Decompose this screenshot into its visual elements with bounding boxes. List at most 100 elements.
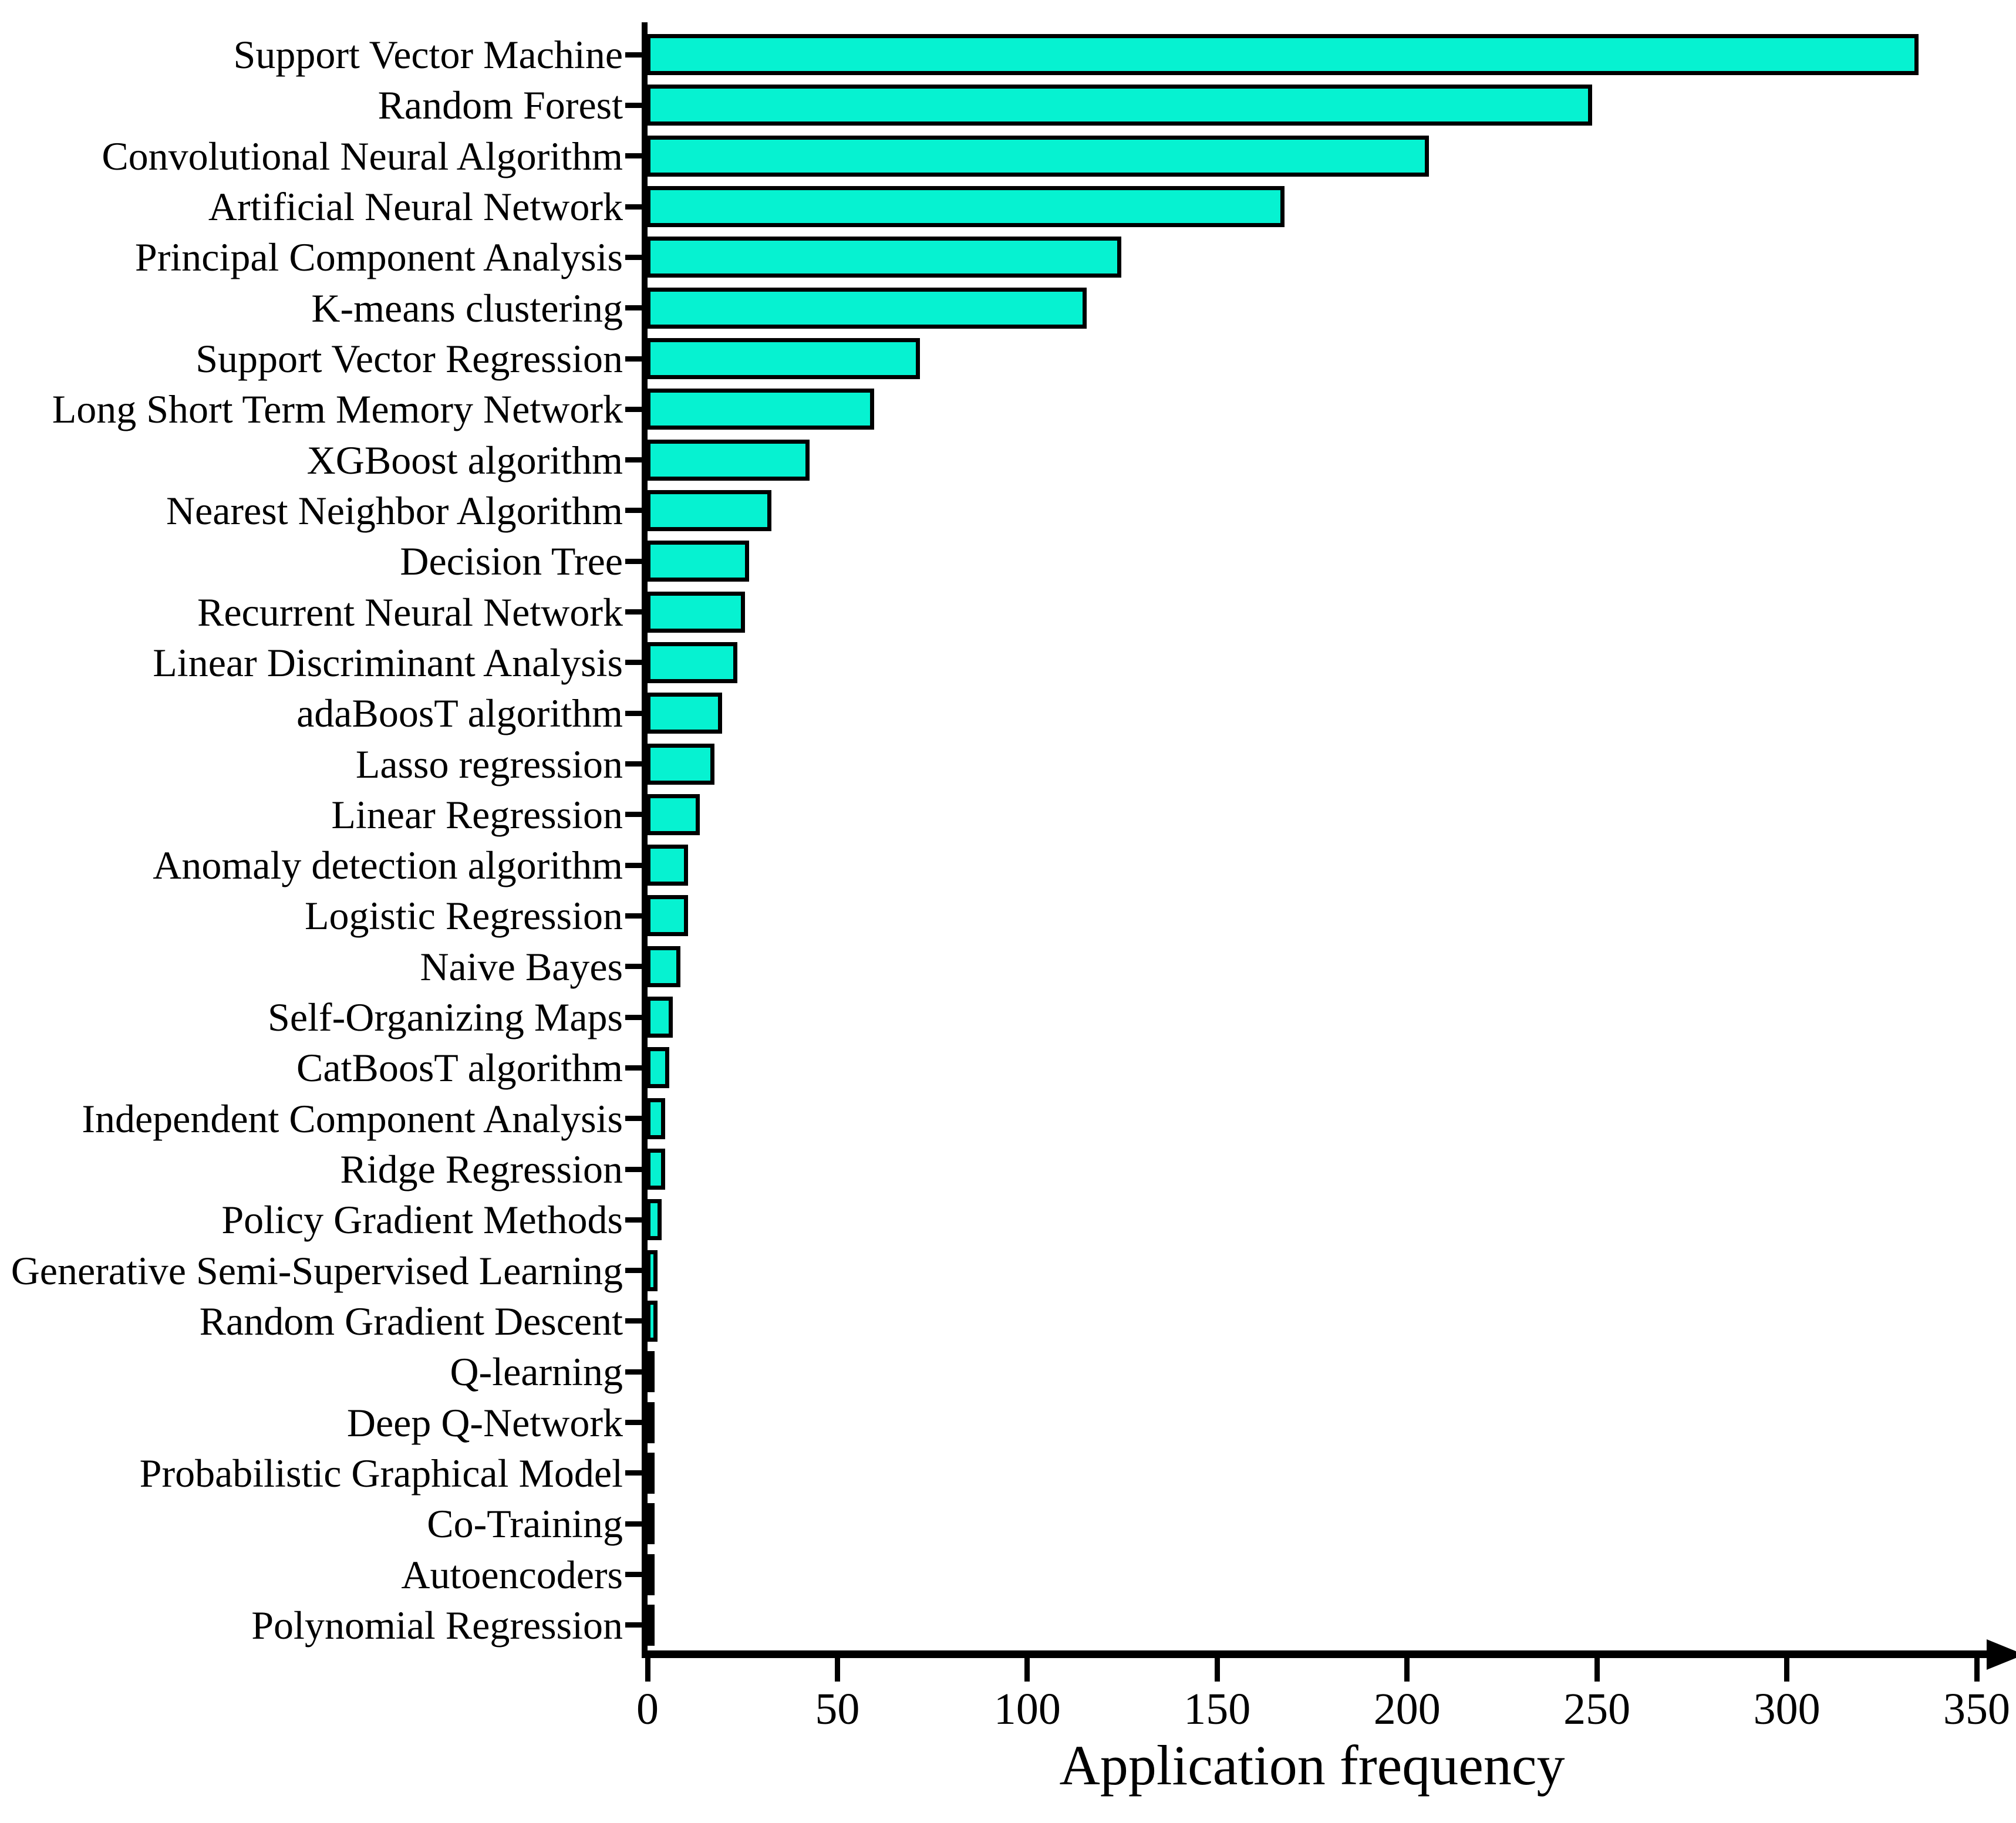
y-axis-tick: [625, 1521, 643, 1527]
y-axis-line: [642, 22, 648, 1657]
bar: [646, 1351, 655, 1393]
bar: [646, 591, 746, 633]
bar: [646, 794, 700, 835]
x-tick-label: 100: [993, 1684, 1061, 1734]
category-label: Probabilistic Graphical Model: [139, 1450, 623, 1495]
category-label: Ridge Regression: [340, 1147, 623, 1192]
y-axis-tick: [625, 1166, 643, 1172]
y-axis-tick: [625, 558, 643, 564]
bar: [646, 338, 920, 380]
bar: [646, 389, 875, 430]
y-axis-tick: [625, 406, 643, 412]
x-tick-label: 250: [1563, 1684, 1631, 1734]
bar: [646, 287, 1087, 329]
bar: [646, 743, 715, 785]
bar: [646, 1402, 655, 1443]
bar: [646, 1604, 655, 1646]
x-axis-tick: [1024, 1658, 1030, 1682]
y-axis-tick: [625, 710, 643, 716]
category-label: Nearest Neighbor Algorithm: [166, 488, 623, 533]
category-label: Lasso regression: [355, 741, 623, 786]
y-axis-tick: [625, 1318, 643, 1324]
category-label: Linear Discriminant Analysis: [153, 640, 623, 685]
y-axis-tick: [625, 812, 643, 818]
y-axis-tick: [625, 1622, 643, 1628]
x-axis-tick: [1404, 1658, 1410, 1682]
category-label: K-means clustering: [311, 285, 623, 330]
y-axis-tick: [625, 913, 643, 919]
x-tick-label: 150: [1184, 1684, 1251, 1734]
y-axis-tick: [625, 761, 643, 767]
bar: [646, 845, 689, 886]
bar: [646, 1503, 655, 1545]
category-label: CatBoosT algorithm: [296, 1045, 623, 1091]
bar: [646, 489, 772, 531]
bar: [646, 1300, 658, 1342]
x-tick-label: 50: [815, 1684, 860, 1734]
category-label: Autoencoders: [401, 1552, 623, 1597]
x-axis-tick: [1214, 1658, 1220, 1682]
bar: [646, 237, 1121, 278]
category-label: Recurrent Neural Network: [197, 589, 623, 634]
bar: [646, 135, 1429, 177]
y-axis-tick: [625, 254, 643, 260]
y-axis-tick: [625, 1065, 643, 1071]
category-label: XGBoost algorithm: [306, 437, 623, 482]
x-axis-tick: [1974, 1658, 1980, 1682]
category-label: adaBoosT algorithm: [296, 691, 623, 736]
x-tick-label: 0: [636, 1684, 659, 1734]
y-axis-tick: [625, 102, 643, 108]
x-tick-label: 200: [1373, 1684, 1441, 1734]
bar: [646, 895, 689, 937]
category-label: Independent Component Analysis: [82, 1096, 623, 1141]
category-label: Principal Component Analysis: [134, 235, 623, 280]
bar: [646, 1452, 655, 1494]
y-axis-tick: [625, 1116, 643, 1122]
x-axis-tick: [1784, 1658, 1790, 1682]
category-label: Self-Organizing Maps: [268, 995, 623, 1040]
bar: [646, 1098, 666, 1139]
y-axis-tick: [625, 1470, 643, 1476]
category-label: Support Vector Machine: [233, 32, 623, 77]
y-axis-tick: [625, 1369, 643, 1375]
category-label: Policy Gradient Methods: [221, 1197, 623, 1243]
x-axis-tick: [1594, 1658, 1600, 1682]
category-label: Anomaly detection algorithm: [153, 843, 623, 888]
bar: [646, 1554, 655, 1595]
y-axis-tick: [625, 862, 643, 868]
category-label: Q-learning: [450, 1349, 623, 1395]
category-label: Random Forest: [377, 83, 623, 128]
category-label: Convolutional Neural Algorithm: [102, 133, 623, 178]
y-axis-tick: [625, 508, 643, 514]
bar: [646, 997, 673, 1038]
bar: [646, 1047, 669, 1089]
category-label: Deep Q-Network: [346, 1400, 623, 1445]
y-axis-tick: [625, 1217, 643, 1223]
bar: [646, 439, 810, 481]
bar: [646, 1199, 662, 1241]
bar: [646, 541, 749, 582]
y-axis-tick: [625, 964, 643, 970]
category-label: Logistic Regression: [304, 893, 623, 938]
category-label: Generative Semi-Supervised Learning: [11, 1248, 623, 1293]
y-axis-tick: [625, 52, 643, 58]
y-axis-tick: [625, 1572, 643, 1578]
bar: [646, 693, 723, 734]
y-axis-tick: [625, 305, 643, 311]
x-tick-label: 350: [1943, 1684, 2010, 1734]
bar: [646, 1250, 658, 1291]
bar: [646, 34, 1919, 76]
bar: [646, 1149, 666, 1190]
category-label: Long Short Term Memory Network: [52, 387, 623, 432]
y-axis-tick: [625, 1014, 643, 1020]
bar: [646, 85, 1592, 126]
category-label: Random Gradient Descent: [199, 1298, 623, 1343]
x-axis-tick: [645, 1658, 650, 1682]
y-axis-tick: [625, 204, 643, 210]
x-axis-arrowhead: [1987, 1639, 2016, 1670]
x-tick-label: 300: [1753, 1684, 1821, 1734]
category-label: Support Vector Regression: [195, 336, 623, 382]
bar: [646, 642, 738, 683]
category-label: Linear Regression: [331, 792, 623, 837]
